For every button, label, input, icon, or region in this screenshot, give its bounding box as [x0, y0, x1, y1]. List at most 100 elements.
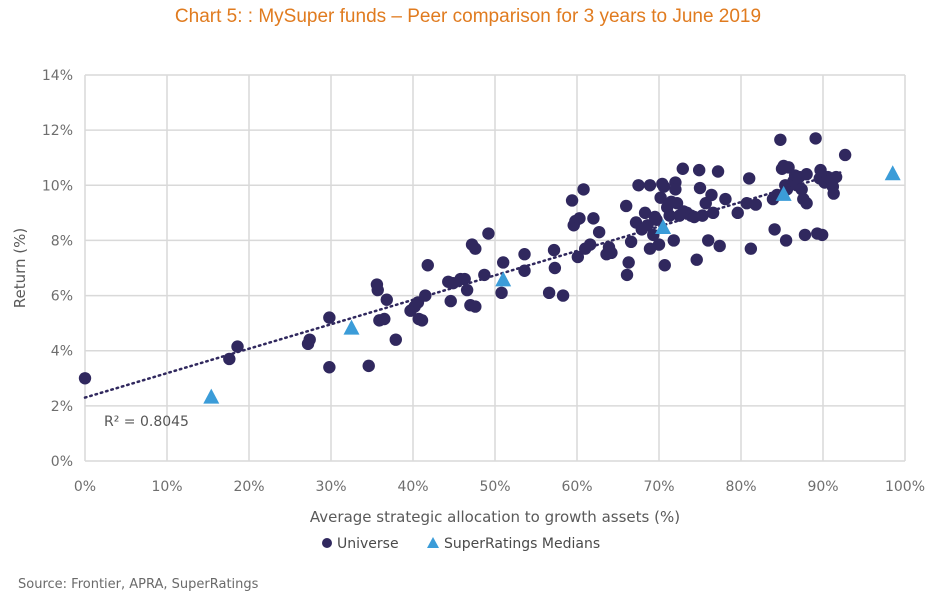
universe-point — [632, 179, 645, 192]
universe-point — [571, 250, 585, 264]
y-axis-ticks: 0% 2% 4% 6% 8% 10% 12% 14% — [42, 68, 73, 470]
universe-point — [573, 212, 586, 225]
x-tick-label: 90% — [807, 479, 838, 495]
universe-point — [605, 246, 618, 260]
universe-point — [731, 206, 744, 220]
x-tick-label: 30% — [315, 479, 346, 495]
universe-point — [548, 261, 562, 275]
data-points — [78, 132, 901, 404]
universe-point — [693, 181, 707, 195]
universe-point — [711, 165, 725, 178]
legend-medians-label: SuperRatings Medians — [444, 536, 600, 552]
chart-title: Chart 5: : MySuper funds – Peer comparis… — [174, 6, 762, 27]
universe-point — [624, 235, 638, 249]
median-point — [884, 165, 901, 181]
universe-point — [620, 199, 633, 213]
universe-point — [663, 209, 676, 222]
universe-point — [419, 289, 432, 302]
x-tick-label: 100% — [885, 479, 925, 495]
universe-point — [421, 259, 434, 272]
y-tick-label: 2% — [51, 399, 73, 415]
universe-point — [838, 148, 852, 162]
universe-point — [650, 213, 663, 226]
universe-point — [667, 234, 680, 247]
universe-point — [696, 209, 709, 222]
universe-point — [497, 256, 510, 269]
universe-point — [303, 333, 316, 346]
universe-point — [713, 239, 726, 253]
universe-point — [749, 198, 762, 211]
legend-medians-marker — [427, 537, 439, 548]
universe-point — [779, 234, 793, 247]
universe-point — [380, 293, 393, 306]
universe-point — [658, 259, 671, 272]
universe-point — [323, 361, 336, 374]
universe-point — [774, 133, 787, 146]
universe-point — [371, 283, 384, 297]
x-tick-label: 80% — [725, 479, 756, 495]
universe-point — [323, 311, 336, 324]
universe-point — [669, 183, 682, 196]
legend: Universe SuperRatings Medians — [322, 536, 600, 552]
x-tick-label: 40% — [397, 479, 428, 495]
universe-point — [458, 272, 471, 286]
x-axis-ticks: 0% 10% 20% 30% 40% 50% 60% 70% 80% 90% 100% — [74, 479, 925, 495]
universe-point — [676, 162, 689, 175]
y-tick-label: 0% — [51, 454, 73, 470]
x-axis-title: Average strategic allocation to growth a… — [310, 508, 680, 526]
universe-point — [587, 212, 600, 225]
x-tick-label: 70% — [643, 479, 674, 495]
universe-point — [782, 161, 795, 174]
universe-point — [389, 333, 402, 346]
universe-point — [795, 183, 808, 196]
universe-point — [657, 180, 671, 193]
universe-point — [518, 264, 531, 277]
x-tick-label: 60% — [561, 479, 592, 495]
x-tick-label: 0% — [74, 479, 96, 495]
universe-point — [798, 228, 812, 242]
median-point — [343, 319, 360, 335]
x-tick-label: 50% — [479, 479, 510, 495]
universe-point — [444, 294, 457, 308]
median-point — [775, 185, 792, 201]
universe-point — [815, 228, 829, 242]
y-tick-label: 10% — [42, 178, 73, 194]
x-tick-label: 20% — [233, 479, 264, 495]
universe-point — [670, 197, 684, 210]
universe-point — [643, 179, 657, 192]
universe-point — [652, 238, 666, 251]
universe-point — [482, 227, 495, 240]
universe-point — [378, 312, 391, 326]
universe-point — [719, 192, 732, 206]
universe-point — [620, 268, 634, 282]
universe-point — [518, 248, 531, 261]
grid — [84, 74, 906, 462]
universe-point — [547, 243, 561, 257]
y-axis-title: Return (%) — [11, 228, 29, 309]
universe-point — [577, 183, 590, 196]
y-tick-label: 8% — [51, 233, 73, 249]
universe-point — [809, 132, 822, 145]
universe-point — [362, 359, 375, 373]
universe-point — [78, 372, 92, 385]
universe-point — [800, 168, 813, 181]
universe-point — [692, 163, 706, 177]
legend-universe-label: Universe — [337, 536, 399, 552]
universe-point — [744, 242, 758, 255]
source-note: Source: Frontier, APRA, SuperRatings — [18, 577, 259, 592]
universe-point — [768, 223, 781, 236]
universe-point — [592, 225, 606, 239]
universe-point — [223, 352, 236, 366]
universe-point — [702, 234, 715, 247]
universe-point — [415, 314, 429, 327]
universe-point — [829, 170, 843, 184]
universe-point — [705, 188, 718, 202]
universe-point — [622, 256, 635, 269]
x-tick-label: 10% — [151, 479, 182, 495]
universe-point — [800, 197, 813, 210]
universe-point — [469, 242, 482, 255]
universe-point — [460, 283, 474, 297]
universe-point — [478, 268, 491, 282]
universe-point — [743, 172, 756, 185]
y-tick-label: 12% — [42, 123, 73, 139]
